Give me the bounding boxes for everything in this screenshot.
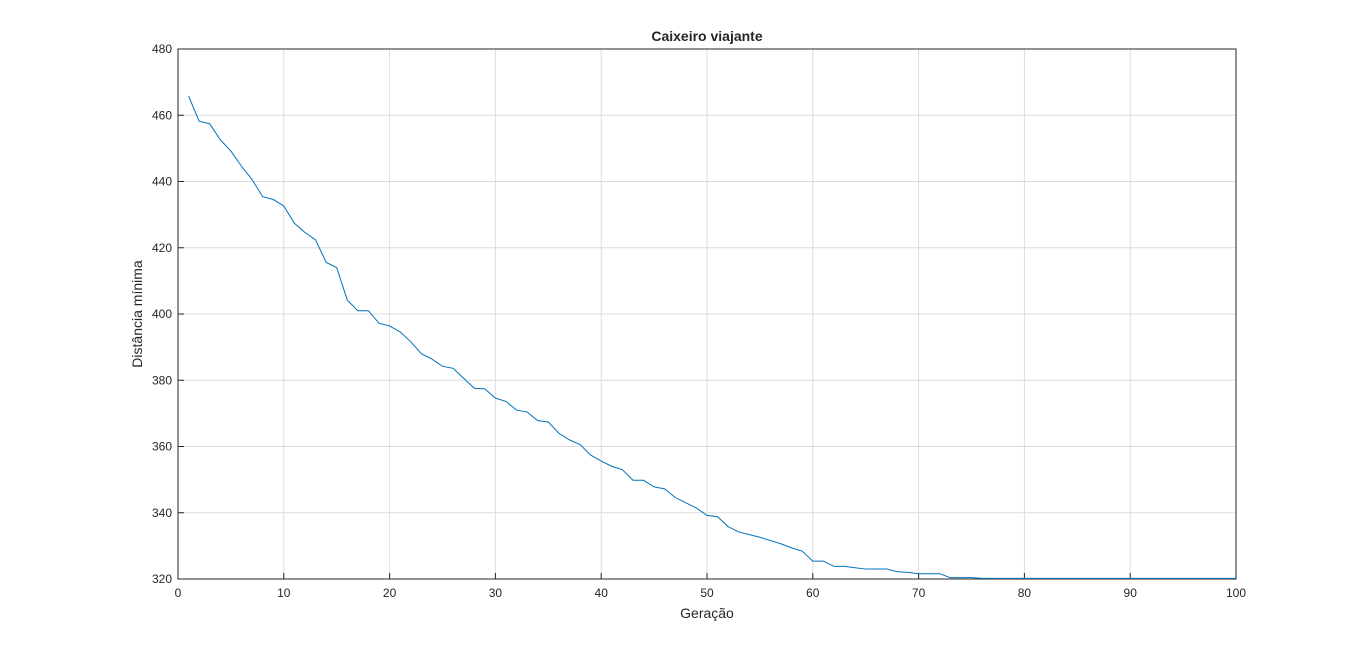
y-tick-label: 460 <box>152 108 172 122</box>
x-axis-label: Geração <box>680 605 734 621</box>
x-tick-label: 70 <box>912 586 926 600</box>
grid-lines <box>177 48 1237 580</box>
y-tick-labels: 320 340 360 380 400 420 440 460 480 <box>152 42 172 586</box>
x-tick-label: 100 <box>1226 586 1246 600</box>
y-tick-label: 360 <box>152 440 172 454</box>
x-tick-label: 40 <box>595 586 609 600</box>
y-axis-label: Distância mínima <box>129 260 145 368</box>
y-tick-label: 340 <box>152 506 172 520</box>
x-tick-label: 80 <box>1018 586 1032 600</box>
x-tick-labels: 0 10 20 30 40 50 60 70 80 90 100 <box>175 586 1247 600</box>
y-tick-label: 480 <box>152 42 172 56</box>
x-tick-label: 50 <box>700 586 714 600</box>
chart-title: Caixeiro viajante <box>651 28 762 44</box>
x-tick-label: 20 <box>383 586 397 600</box>
x-tick-label: 0 <box>175 586 182 600</box>
y-tick-label: 380 <box>152 373 172 387</box>
x-tick-label: 60 <box>806 586 820 600</box>
y-tick-label: 320 <box>152 572 172 586</box>
y-tick-label: 420 <box>152 241 172 255</box>
x-tick-label: 30 <box>489 586 503 600</box>
x-tick-label: 90 <box>1124 586 1138 600</box>
y-tick-label: 440 <box>152 175 172 189</box>
series-line <box>188 95 1236 579</box>
y-tick-label: 400 <box>152 307 172 321</box>
x-tick-label: 10 <box>277 586 291 600</box>
